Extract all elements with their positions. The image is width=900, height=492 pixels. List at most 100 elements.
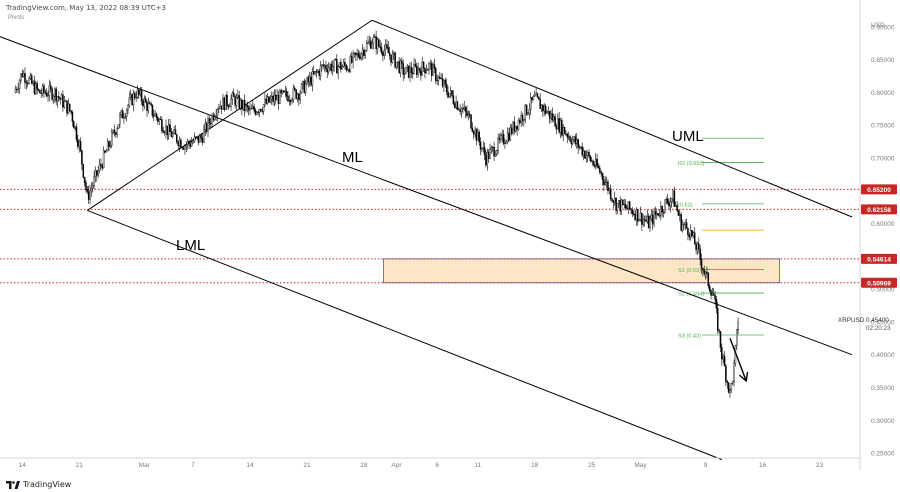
candle-body [703,270,705,274]
candle-body [62,94,64,108]
candle-body [374,36,376,38]
candle-body [81,150,83,165]
candle-body [163,132,166,134]
candle-body [273,95,276,102]
candle-body [166,125,169,136]
candle-body [195,136,197,138]
candle-body [352,53,354,63]
candle-body [722,356,724,360]
candle-body [612,200,615,203]
median-line[interactable] [0,27,853,356]
candle-body [409,67,411,78]
candle-body [513,121,516,132]
candle-body [390,55,392,63]
candle-body [22,73,25,77]
candle-body [521,114,524,122]
candle-body [167,124,170,136]
candle-body [55,88,57,102]
candle-body [585,155,588,159]
candle-body [711,293,714,296]
candle-body [146,102,148,111]
candle-body [647,215,650,229]
level-badge [861,184,897,195]
supply-demand-zone[interactable] [383,258,780,284]
pivot-label: (0.63) [678,202,693,208]
candle-body [432,64,434,76]
level-badge-label: 0.62158 [867,207,891,214]
indicator-legend[interactable]: Pivots [8,15,25,21]
candle-body [695,244,697,250]
candle-body [661,206,663,213]
candle-body [219,105,221,109]
candle-body [189,143,192,147]
candle-body [308,76,311,83]
projection-arrow[interactable] [729,338,747,382]
plot-area[interactable]: R2 (0.693)(0.63)S1 (0.53)S2 (0.494)S3 (0… [0,19,860,461]
candle-body [323,64,326,67]
candle-body [109,145,112,147]
candle-body [410,67,413,74]
candle-body [679,214,681,216]
candle-body [121,110,124,119]
candle-body [205,123,208,132]
candle-body [496,150,498,155]
lower-median-line[interactable] [87,209,723,461]
candle-body [341,66,343,70]
candle-body [630,208,632,211]
candle-body [157,117,159,122]
candle-body [227,105,230,107]
candle-body [74,126,76,129]
symbol-label: XRPUSD [838,317,865,324]
price-axis[interactable]: 0.25000 0.30000 0.35000 0.40000 0.45000 0.500… [859,0,895,470]
candle-body [86,189,89,192]
price-tick-label: 0.80000 [871,90,895,97]
candles[interactable] [14,30,739,399]
time-axis[interactable]: 14 21 Mar 7 14 21 28 Apr 6 11 18 25 May 9 16 23 [0,457,860,469]
candle-body [329,64,331,68]
candle-body [128,97,131,106]
candle-body [615,197,617,211]
time-tick-label: 28 [360,462,368,469]
candle-body [599,167,601,173]
candle-body [330,64,333,72]
candle-body [292,87,295,100]
candle-body [182,147,185,150]
candle-body [185,144,188,147]
candle-body [699,248,701,260]
candle-body [303,80,306,93]
candle-body [650,214,653,220]
candle-body [154,113,156,117]
candle-body [420,70,422,76]
candle-body [186,141,189,146]
candle-body [254,110,257,115]
candle-body [104,150,106,153]
candle-body [493,146,495,157]
candle-body [454,103,456,108]
candle-body [666,198,669,204]
candle-body [680,214,682,231]
candle-body [422,61,425,69]
candle-body [251,106,254,109]
candle-body [199,135,201,143]
pitchfork-handle-line[interactable] [87,19,373,211]
candle-body [688,234,691,238]
candle-body [673,190,676,207]
candle-body [543,105,545,112]
candle-body [451,90,453,97]
candle-body [117,124,120,129]
time-tick-label: 6 [435,462,439,469]
candle-body [264,98,266,105]
candle-body [403,73,406,75]
candle-body [595,158,597,167]
candle-body [608,188,611,191]
candle-body [428,63,430,70]
candle-body [472,131,475,135]
candle-body [626,207,628,210]
price-tick-label: 0.50000 [871,287,895,294]
candle-body [494,154,497,157]
candle-body [280,90,282,94]
upper-median-line[interactable] [371,19,853,218]
candle-body [101,165,104,168]
candle-body [477,131,479,141]
